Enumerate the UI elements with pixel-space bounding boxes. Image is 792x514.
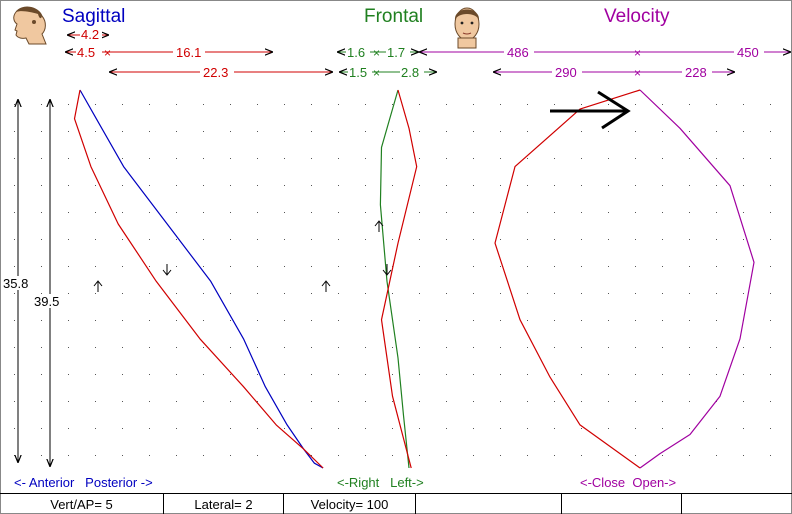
sagittal-measure-row1-a-label: 4.5 bbox=[77, 45, 95, 60]
velocity-measure-row1: × 486 450 bbox=[420, 45, 790, 60]
sagittal-direction-label: <- Anterior Posterior -> bbox=[14, 475, 153, 490]
series-layer bbox=[73, 89, 755, 469]
frontal-trace-2 bbox=[380, 89, 418, 469]
sagittal-trace-1 bbox=[79, 89, 324, 469]
sagittal-measure-row1: × 4.5 16.1 bbox=[66, 45, 272, 60]
head-profile-icon bbox=[13, 6, 47, 45]
velocity-direction-label: <-Close Open-> bbox=[580, 475, 676, 490]
velocity-trace-2 bbox=[494, 89, 641, 469]
frontal-trace-1 bbox=[379, 89, 410, 469]
frontal-measure-row1-a-label: 1.6 bbox=[347, 45, 365, 60]
trace-arrow-up-frontal-2 bbox=[374, 220, 384, 232]
vertical-measure-b-label: 39.5 bbox=[34, 294, 59, 309]
frontal-measure-row2: × 1.5 2.8 bbox=[340, 65, 436, 80]
vertical-measure-b: 39.5 bbox=[33, 100, 67, 466]
status-bar: Vert/AP= 5 Lateral= 2 Velocity= 100 bbox=[0, 493, 792, 514]
svg-text:×: × bbox=[373, 46, 380, 60]
svg-text:×: × bbox=[373, 66, 380, 80]
vertical-measure-a-label: 35.8 bbox=[3, 276, 28, 291]
velocity-measure-row2-b-label: 228 bbox=[685, 65, 707, 80]
svg-text:×: × bbox=[634, 66, 641, 80]
velocity-measure-row2-a-label: 290 bbox=[555, 65, 577, 80]
frontal-direction-label: <-Right Left-> bbox=[337, 475, 424, 490]
status-empty-2 bbox=[562, 494, 682, 514]
velocity-trace-1 bbox=[639, 89, 755, 469]
sagittal-measure-row1-b-label: 16.1 bbox=[176, 45, 201, 60]
face-front-icon bbox=[454, 7, 480, 49]
frontal-measure-row2-a-label: 1.5 bbox=[349, 65, 367, 80]
status-vert-ap: Vert/AP= 5 bbox=[0, 494, 164, 514]
status-empty-3 bbox=[682, 494, 792, 514]
trace-arrow-down-frontal bbox=[382, 264, 392, 276]
svg-text:×: × bbox=[634, 46, 641, 60]
status-empty-1 bbox=[416, 494, 562, 514]
trace-arrow-up-sagittal bbox=[93, 280, 103, 292]
trace-direction-arrows bbox=[93, 220, 392, 292]
frontal-title: Frontal bbox=[364, 6, 423, 27]
vertical-measure-a: 35.8 bbox=[2, 100, 36, 462]
velocity-measure-row1-b-label: 450 bbox=[737, 45, 759, 60]
sagittal-title: Sagittal bbox=[62, 6, 125, 27]
trace-arrow-down-sagittal bbox=[162, 264, 172, 276]
dotted-grid bbox=[14, 104, 771, 456]
sagittal-measure-row2-label: 22.3 bbox=[203, 65, 228, 80]
svg-text:×: × bbox=[104, 46, 111, 60]
status-velocity: Velocity= 100 bbox=[284, 494, 416, 514]
sagittal-measure-row2: 22.3 bbox=[110, 65, 332, 80]
velocity-measure-row2: × 290 228 bbox=[494, 65, 734, 80]
sagittal-measure-top: 4.2 bbox=[68, 27, 108, 42]
velocity-measure-row1-a-label: 486 bbox=[507, 45, 529, 60]
sagittal-trace-2 bbox=[73, 89, 324, 469]
sagittal-measure-top-label: 4.2 bbox=[81, 27, 99, 42]
frontal-measure-row1: × 1.6 1.7 bbox=[338, 45, 418, 60]
arrow-right-icon bbox=[550, 90, 631, 130]
trace-arrow-up-frontal bbox=[321, 280, 331, 292]
frontal-measure-row1-b-label: 1.7 bbox=[387, 45, 405, 60]
frontal-measure-row2-b-label: 2.8 bbox=[401, 65, 419, 80]
status-lateral: Lateral= 2 bbox=[164, 494, 284, 514]
velocity-title: Velocity bbox=[604, 6, 670, 27]
